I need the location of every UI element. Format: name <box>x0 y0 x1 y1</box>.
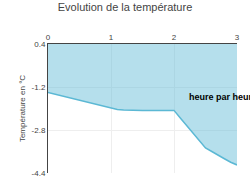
svg-text:Evolution de la température: Evolution de la température <box>58 1 193 13</box>
svg-text:1: 1 <box>109 33 114 42</box>
svg-text:Température en °C: Température en °C <box>18 75 27 142</box>
svg-text:-1.2: -1.2 <box>32 83 46 92</box>
svg-text:heure par heure: heure par heure <box>189 92 250 102</box>
svg-text:3: 3 <box>235 33 240 42</box>
svg-text:0: 0 <box>46 33 51 42</box>
svg-text:-2.8: -2.8 <box>32 126 46 135</box>
svg-text:0.4: 0.4 <box>34 40 46 49</box>
svg-text:-4.4: -4.4 <box>32 169 46 178</box>
svg-text:2: 2 <box>172 33 177 42</box>
